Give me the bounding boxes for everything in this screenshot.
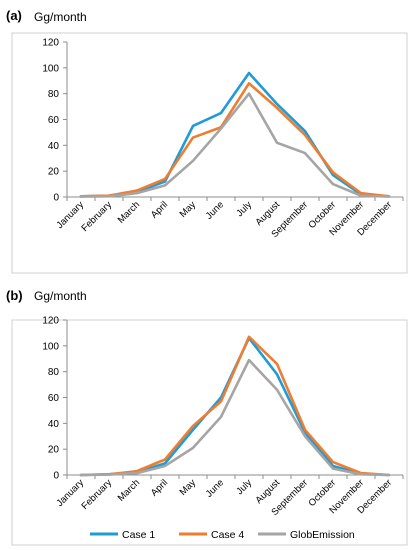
chart-panel-b: (b) Gg/month 020406080100120JanuaryFebru… — [6, 288, 408, 546]
chart-a-y-tick-label: 0 — [53, 193, 59, 204]
chart-b-frame — [11, 319, 408, 546]
legend-entry-case4: Case 4 — [179, 529, 244, 541]
legend-label-globemission: GlobEmission — [290, 529, 355, 541]
chart-b-x-tick-label: July — [234, 477, 254, 497]
chart-a-x-tick-label: May — [178, 199, 199, 220]
chart-b-series-case1 — [79, 336, 391, 477]
chart-b-x-tick-label: May — [178, 477, 199, 498]
chart-a-panel-label: (a) — [6, 8, 22, 23]
chart-b-x-tick-label: April — [149, 477, 170, 498]
chart-b-series-case4 — [79, 335, 391, 477]
chart-a-series-case4 — [79, 82, 391, 198]
chart-b-y-tick-label: 60 — [48, 393, 60, 404]
chart-a-y-tick-label: 100 — [42, 63, 59, 74]
chart-b-y-tick-label: 120 — [42, 316, 59, 327]
chart-a-x-tick-label: July — [234, 199, 254, 219]
chart-a-y-tick-label: 20 — [48, 167, 60, 178]
chart-a-series-globemission — [79, 92, 391, 198]
chart-b-x-tick-label: February — [79, 477, 114, 512]
chart-a-y-tick-label: 40 — [48, 141, 60, 152]
chart-a-y-tick-label: 60 — [48, 115, 60, 126]
chart-b-panel-label: (b) — [6, 288, 23, 303]
chart-b-y-tick-label: 40 — [48, 419, 60, 430]
chart-a-frame — [11, 32, 408, 274]
chart-a-unit-label: Gg/month — [34, 10, 87, 24]
chart-panel-a: (a) Gg/month 020406080100120JanuaryFebru… — [6, 8, 408, 274]
chart-a-series-case1 — [79, 71, 391, 198]
chart-a-x-tick-label: June — [204, 199, 226, 221]
chart-b-y-tick-label: 20 — [48, 445, 60, 456]
chart-a-y-tick-label: 80 — [48, 89, 60, 100]
chart-b-y-tick-label: 80 — [48, 367, 60, 378]
legend: Case 1 Case 4 GlobEmission — [90, 529, 355, 541]
legend-entry-globemission: GlobEmission — [258, 529, 355, 541]
chart-b-x-tick-label: March — [116, 477, 142, 503]
legend-label-case4: Case 4 — [211, 529, 244, 541]
chart-a-y-tick-label: 120 — [42, 38, 59, 49]
chart-b-x-tick-label: June — [204, 477, 226, 499]
chart-b-y-tick-label: 0 — [53, 471, 59, 482]
legend-entry-case1: Case 1 — [90, 529, 155, 541]
chart-a-x-tick-label: April — [149, 199, 170, 220]
chart-a-x-tick-label: February — [79, 199, 114, 234]
legend-label-case1: Case 1 — [122, 529, 155, 541]
chart-b-series-globemission — [79, 358, 391, 477]
chart-b-y-tick-label: 100 — [42, 341, 59, 352]
chart-a-x-tick-label: March — [116, 199, 142, 225]
chart-b-unit-label: Gg/month — [34, 289, 87, 303]
